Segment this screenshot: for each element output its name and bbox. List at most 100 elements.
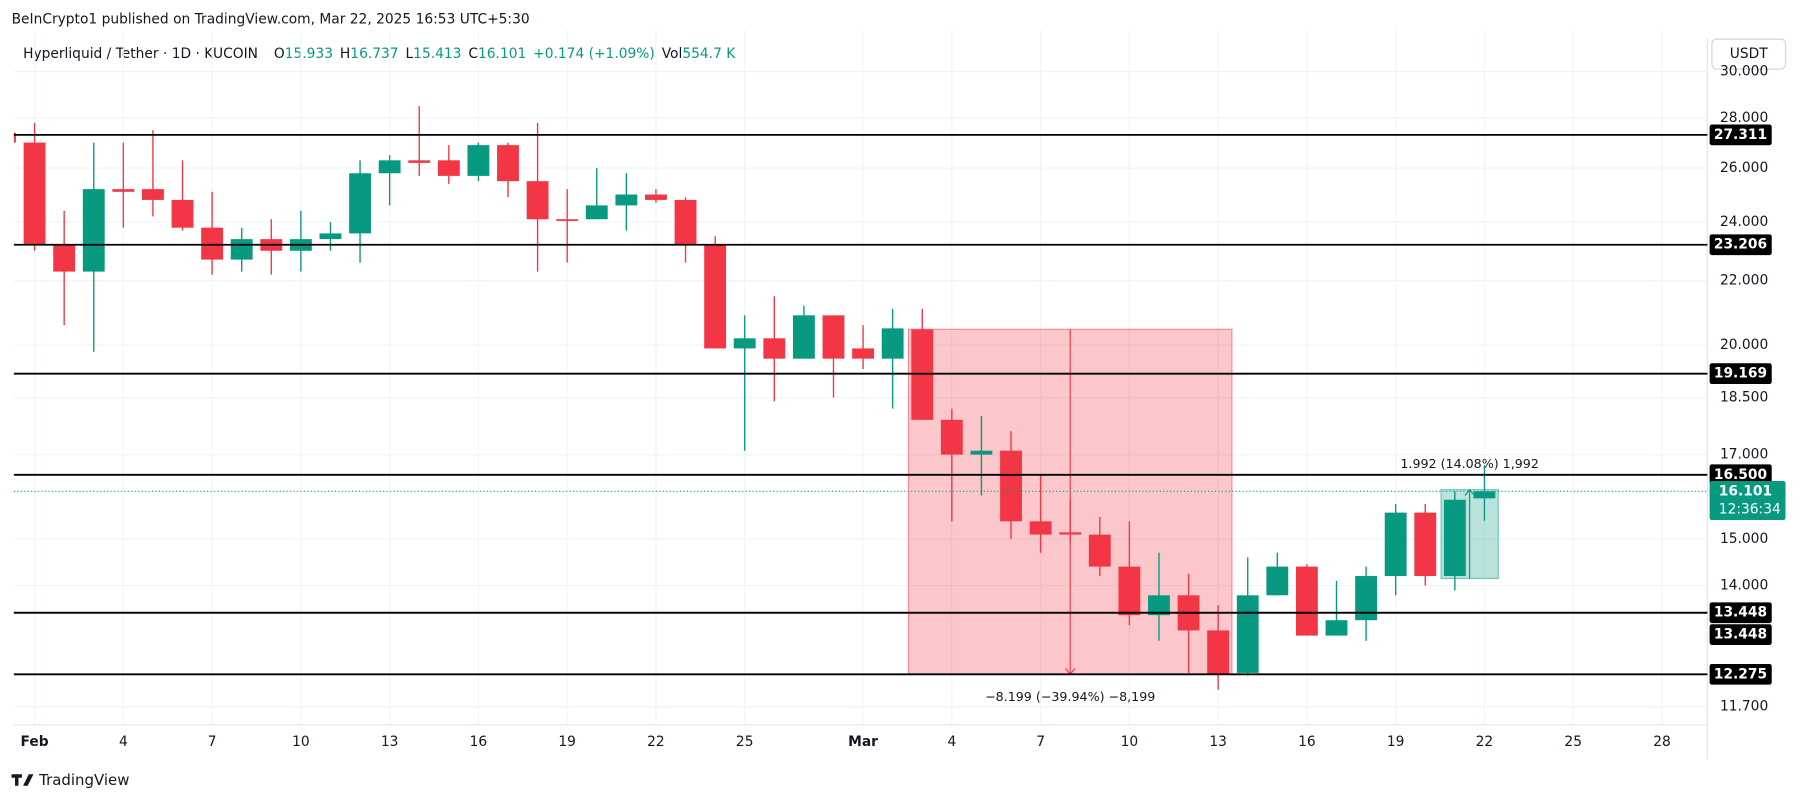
legend-value: 16.101	[478, 46, 526, 62]
candle-body	[792, 315, 815, 359]
button-frame[interactable]	[1711, 38, 1787, 70]
candle-body	[1325, 620, 1348, 636]
candle-body	[378, 160, 401, 174]
y-tick-label: 15.000	[1720, 531, 1768, 547]
measure-label: 1.992 (14.08%) 1,992	[1400, 456, 1538, 471]
candle-body	[1414, 512, 1437, 577]
candle-body	[1088, 534, 1111, 567]
x-tick-label: 10	[292, 734, 310, 750]
y-tick-label: 24.000	[1720, 214, 1768, 230]
candle-body	[467, 145, 490, 176]
x-tick-label: 25	[736, 734, 754, 750]
candle-body	[1207, 630, 1230, 675]
candle-body	[1148, 595, 1170, 616]
x-tick-label: 13	[1209, 734, 1227, 750]
candle-body	[852, 348, 874, 359]
y-tick-label: 28.000	[1720, 110, 1768, 126]
logo[interactable]: TradingView	[11, 771, 130, 789]
x-tick-label: 22	[647, 734, 665, 750]
level-tag	[1709, 602, 1772, 624]
level-tag	[1709, 234, 1772, 256]
legend-value: 15.413	[413, 46, 461, 62]
candle-body	[1236, 595, 1259, 673]
last-price-label: 16.101	[1719, 483, 1772, 499]
legend-change: +0.174 (+1.09%)	[533, 46, 655, 62]
candle-body	[674, 199, 697, 245]
x-tick-label: 22	[1476, 734, 1494, 750]
level-label: 19.169	[1714, 366, 1767, 382]
level-label: 27.311	[1714, 127, 1767, 143]
y-tick-label: 30.000	[1720, 64, 1768, 80]
y-tick-label: 17.000	[1720, 447, 1768, 463]
x-tick-label: Feb	[21, 734, 49, 750]
candle-body	[1384, 512, 1407, 577]
candle-body	[171, 199, 194, 228]
y-tick-label: 22.000	[1720, 273, 1768, 289]
candle-body	[763, 338, 786, 359]
level-label: 13.448	[1714, 605, 1767, 621]
candle-body	[1473, 491, 1496, 499]
candle-body	[497, 145, 519, 182]
candle-body	[142, 189, 164, 200]
y-tick-label: 20.000	[1720, 337, 1768, 353]
candle-body	[615, 194, 638, 206]
candle-body	[556, 219, 579, 221]
legend-key: C	[468, 46, 478, 62]
level-label: 16.500	[1714, 467, 1767, 483]
candle-body	[112, 189, 135, 192]
level-label: 23.206	[1714, 237, 1767, 253]
x-tick-label: 16	[470, 734, 488, 750]
candle-body	[1118, 566, 1141, 616]
candle-body	[230, 239, 253, 260]
symbol: Hyperliquid / Tether · 1D · KUCOIN	[23, 46, 258, 62]
candle-body	[349, 173, 371, 234]
candle-body	[585, 205, 608, 220]
candle-body	[970, 450, 993, 455]
legend-value: 15.933	[285, 46, 333, 62]
candle-body	[319, 233, 342, 240]
level-label: 13.448	[1714, 627, 1767, 643]
level-tag	[1709, 363, 1772, 385]
x-tick-label: 10	[1121, 734, 1139, 750]
candle-body	[23, 142, 46, 245]
candle-body	[1000, 450, 1022, 522]
legend-value: 16.737	[350, 46, 398, 62]
candle-body	[526, 181, 549, 220]
currency-button[interactable]: USDT	[1711, 38, 1787, 70]
publisher-note: BeInCrypto1 published on TradingView.com…	[12, 12, 530, 28]
candle-body	[1029, 521, 1052, 535]
candle-body	[645, 194, 667, 200]
level-tag	[1709, 124, 1772, 146]
legend-key: L	[405, 46, 413, 62]
level-tag	[1709, 464, 1772, 486]
button-label[interactable]: USDT	[1730, 46, 1768, 62]
candle-body	[437, 160, 460, 176]
countdown: 12:36:34	[1719, 502, 1781, 518]
plot	[13, 29, 1708, 725]
candle-body	[1443, 499, 1466, 577]
legend-key: H	[340, 46, 350, 62]
legend-key: Vol	[662, 46, 683, 62]
candle-body	[881, 328, 904, 359]
y-tick-label: 18.500	[1720, 390, 1768, 406]
measure-label: −8.199 (−39.94%) −8,199	[985, 689, 1155, 704]
x-tick-label: 28	[1653, 734, 1671, 750]
candle-body	[822, 315, 845, 359]
legend-key: O	[274, 46, 285, 62]
candle-body	[940, 419, 963, 455]
candle-body	[1059, 532, 1082, 535]
legend-value: 554.7 K	[682, 46, 736, 62]
candle-body	[82, 189, 105, 272]
candle-body	[201, 227, 224, 260]
x-tick-label: 4	[947, 734, 956, 750]
level-tag	[1709, 624, 1772, 645]
brand[interactable]: TradingView	[38, 771, 129, 789]
x-tick-label: 7	[1036, 734, 1045, 750]
logo-mark[interactable]	[11, 774, 34, 786]
candle-body	[13, 132, 16, 143]
candle-body	[408, 160, 431, 163]
legend: Hyperliquid / Tether · 1D · KUCOIN O15.9…	[23, 46, 736, 62]
candle-body	[704, 244, 727, 349]
